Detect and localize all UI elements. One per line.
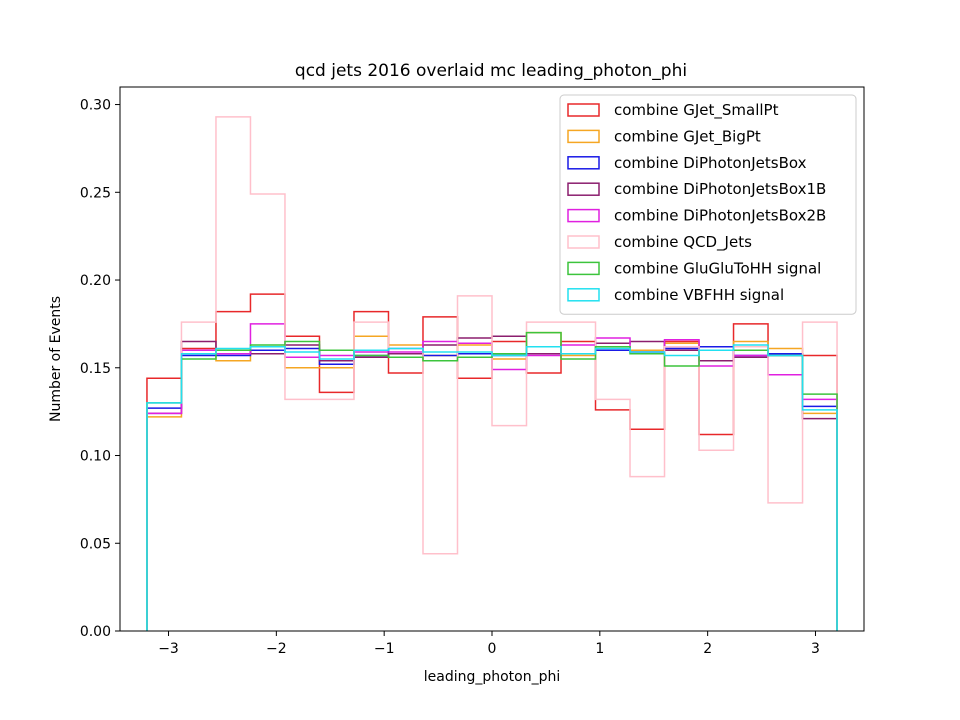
- x-tick-label: −2: [266, 641, 287, 657]
- y-tick-label: 0.25: [80, 185, 111, 201]
- y-tick-label: 0.10: [80, 449, 111, 465]
- legend-swatch: [567, 182, 600, 196]
- plot-area: [146, 116, 838, 631]
- chart-title: qcd jets 2016 overlaid mc leading_photon…: [295, 61, 687, 81]
- y-tick-label: 0.20: [80, 273, 111, 289]
- y-tick-label: 0.30: [80, 98, 111, 114]
- legend-label: combine DiPhotonJetsBox2B: [614, 207, 826, 225]
- x-tick-label: −3: [158, 641, 179, 657]
- legend-swatch: [567, 288, 600, 302]
- y-axis: 0.00 0.05 0.10 0.15 0.20 0.25 0.30: [80, 98, 120, 640]
- legend-swatch: [567, 208, 600, 223]
- legend-swatch: [567, 235, 600, 249]
- legend-label: combine DiPhotonJetsBox1B: [614, 180, 826, 198]
- legend-swatch: [567, 129, 600, 144]
- legend-label: combine GluGluToHH signal: [614, 259, 821, 277]
- legend-label: combine DiPhotonJetsBox: [614, 154, 807, 172]
- x-tick-label: 2: [703, 641, 712, 657]
- y-tick-label: 0.05: [80, 536, 111, 552]
- x-axis-label: leading_photon_phi: [424, 669, 561, 685]
- legend-box: [559, 94, 857, 315]
- series-line-7: [146, 344, 838, 631]
- legend-swatch: [567, 103, 600, 117]
- series-line-5: [146, 116, 838, 631]
- x-tick-label: 0: [488, 641, 497, 657]
- y-tick-label: 0.15: [80, 361, 111, 377]
- legend-label: combine VBFHH signal: [614, 286, 784, 304]
- x-axis: −3 −2 −1 0 1 2 3: [158, 631, 820, 657]
- y-axis-label: Number of Events: [48, 296, 64, 422]
- legend-label: combine QCD_Jets: [614, 233, 752, 252]
- legend-label: combine GJet_SmallPt: [614, 101, 779, 120]
- x-tick-label: 3: [811, 641, 820, 657]
- legend-label: combine GJet_BigPt: [614, 127, 761, 146]
- legend-swatch: [567, 156, 600, 170]
- x-tick-label: −1: [374, 641, 395, 657]
- legend-swatch: [567, 261, 600, 276]
- x-tick-label: 1: [595, 641, 604, 657]
- plot-frame: [119, 86, 865, 632]
- y-tick-label: 0.00: [80, 624, 111, 640]
